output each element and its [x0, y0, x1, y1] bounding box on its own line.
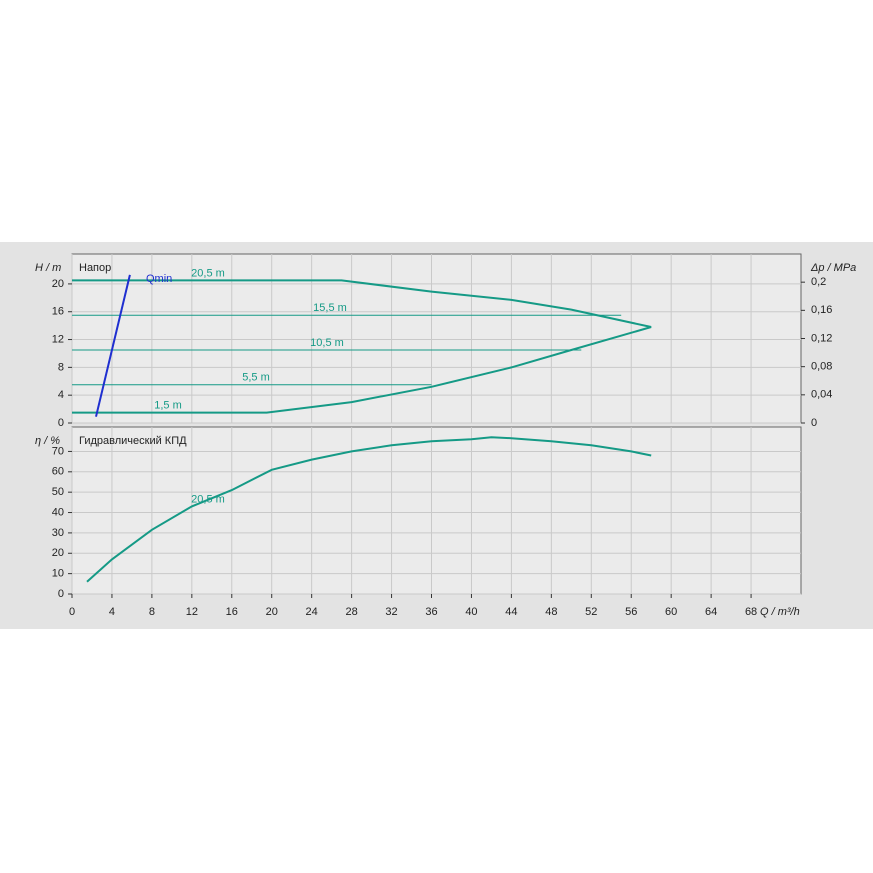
series-label: 10,5 m [310, 337, 344, 349]
y-tick-label: 0 [58, 588, 64, 600]
y-tick-label: 10 [52, 568, 64, 580]
x-tick-label: 0 [69, 606, 75, 618]
y-tick-label: 16 [52, 306, 64, 318]
series-label: 20,5 m [191, 494, 225, 506]
y2-tick-label: 0,08 [811, 361, 832, 373]
x-tick-label: 12 [186, 606, 198, 618]
y-tick-label: 4 [58, 389, 64, 401]
x-tick-label: 4 [109, 606, 115, 618]
x-tick-label: 24 [306, 606, 318, 618]
curve [72, 279, 652, 328]
x-tick-label: 32 [385, 606, 397, 618]
y2-tick-label: 0,16 [811, 304, 832, 316]
x-tick-label: 28 [345, 606, 357, 618]
x-tick-label: 40 [465, 606, 477, 618]
y2-tick-label: 0,04 [811, 389, 832, 401]
plot-area [71, 253, 802, 424]
x-axis-label: Q / m³/h [760, 606, 800, 618]
y2-axis-label: Δp / MPa [810, 262, 856, 274]
chart-title: Гидравлический КПД [79, 435, 187, 447]
chart-title: Напор [79, 262, 111, 274]
x-tick-label: 8 [149, 606, 155, 618]
y-tick-label: 70 [52, 445, 64, 457]
series-label: 5,5 m [242, 372, 270, 384]
y-axis-label: H / m [35, 262, 61, 274]
x-tick-label: 60 [665, 606, 677, 618]
x-tick-label: 68 [745, 606, 757, 618]
y-tick-label: 12 [52, 333, 64, 345]
series-label: 1,5 m [154, 399, 182, 411]
x-tick-label: 36 [425, 606, 437, 618]
x-tick-label: 20 [266, 606, 278, 618]
x-tick-label: 56 [625, 606, 637, 618]
y-axis-label: η / % [35, 435, 60, 447]
y-tick-label: 0 [58, 417, 64, 429]
curve [86, 436, 652, 583]
y-tick-label: 30 [52, 527, 64, 539]
y2-tick-label: 0,2 [811, 276, 826, 288]
curve [95, 274, 131, 417]
series-label: 15,5 m [313, 302, 347, 314]
y2-tick-label: 0 [811, 417, 817, 429]
x-tick-label: 48 [545, 606, 557, 618]
plot-area [71, 426, 802, 595]
y-tick-label: 20 [52, 547, 64, 559]
curve [72, 326, 652, 414]
series-label: Qmin [146, 273, 172, 285]
series-label: 20,5 m [191, 267, 225, 279]
y-tick-label: 8 [58, 361, 64, 373]
x-tick-label: 16 [226, 606, 238, 618]
y2-tick-label: 0,12 [811, 332, 832, 344]
y-tick-label: 60 [52, 466, 64, 478]
y-tick-label: 20 [52, 278, 64, 290]
y-tick-label: 50 [52, 486, 64, 498]
x-tick-label: 52 [585, 606, 597, 618]
x-tick-label: 64 [705, 606, 717, 618]
y-tick-label: 40 [52, 506, 64, 518]
x-tick-label: 44 [505, 606, 517, 618]
